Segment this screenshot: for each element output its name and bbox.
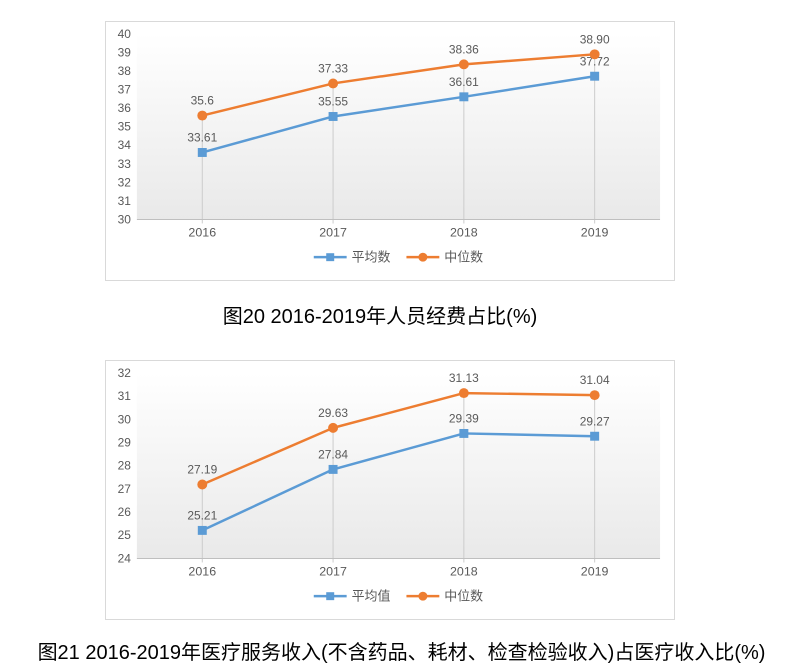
y-axis-tick-label: 30 bbox=[118, 212, 132, 226]
x-axis-tick-label: 2018 bbox=[450, 225, 478, 239]
y-axis-tick-label: 31 bbox=[118, 389, 132, 403]
y-axis-tick-label: 36 bbox=[118, 101, 132, 115]
data-point-label: 25.21 bbox=[187, 509, 217, 523]
legend-marker bbox=[418, 591, 428, 601]
data-point-marker bbox=[328, 464, 338, 474]
series-line bbox=[201, 53, 596, 117]
data-point-label: 31.13 bbox=[449, 371, 479, 385]
data-point-marker bbox=[197, 479, 208, 490]
legend-marker bbox=[326, 253, 335, 262]
data-point-label: 33.61 bbox=[187, 131, 217, 145]
y-axis-tick-label: 27 bbox=[118, 482, 132, 496]
y-axis-tick-label: 33 bbox=[118, 157, 132, 171]
data-point-marker bbox=[590, 431, 600, 441]
data-point-marker bbox=[328, 112, 338, 121]
data-point-label: 29.27 bbox=[580, 414, 610, 428]
legend-label: 平均值 bbox=[352, 589, 391, 604]
data-point-label: 29.39 bbox=[449, 412, 479, 426]
series-line bbox=[201, 432, 596, 532]
y-axis-tick-label: 35 bbox=[118, 120, 132, 134]
figure-20-caption: 图20 2016-2019年人员经费占比(%) bbox=[222, 306, 538, 328]
line-chart-personnel-expense: 40 39 38 37 36 35 34 33 32 31 30 2016 2017 2018 2019 33… bbox=[118, 27, 661, 265]
legend-item: 中位数 bbox=[406, 589, 483, 604]
x-axis-tick-label: 2017 bbox=[319, 564, 347, 578]
legend-item: 中位数 bbox=[406, 250, 483, 265]
legend-marker bbox=[418, 252, 428, 262]
chart-figure-personnel-expense: 40 39 38 37 36 35 34 33 32 31 30 2016 2017 2018 2019 33… bbox=[105, 21, 675, 281]
plot-area bbox=[136, 33, 661, 220]
data-point-marker bbox=[459, 92, 469, 102]
data-point-marker bbox=[458, 59, 469, 70]
data-point-label: 35.6 bbox=[191, 94, 215, 108]
x-axis-tick-label: 2018 bbox=[450, 564, 478, 578]
data-point-marker bbox=[589, 390, 600, 401]
legend-item: 平均值 bbox=[313, 589, 391, 604]
chart-figure-medical-service-income: 32 31 30 29 28 27 26 25 24 2016 2017 2018 2019 25.21 2… bbox=[105, 360, 675, 620]
y-axis-tick-label: 32 bbox=[118, 366, 132, 380]
data-point-marker bbox=[197, 148, 207, 157]
data-point-label: 27.84 bbox=[318, 448, 348, 462]
data-point-label: 38.90 bbox=[580, 32, 610, 46]
data-point-label: 37.72 bbox=[580, 54, 610, 68]
y-axis-tick-label: 30 bbox=[118, 412, 132, 426]
data-point-label: 27.19 bbox=[187, 463, 217, 477]
y-axis-tick-label: 32 bbox=[118, 175, 132, 189]
y-axis-tick-label: 34 bbox=[118, 138, 132, 152]
y-axis-tick-label: 25 bbox=[118, 528, 132, 542]
y-axis-tick-label: 31 bbox=[118, 194, 132, 208]
x-axis-tick-label: 2019 bbox=[581, 564, 609, 578]
y-axis-tick-label: 39 bbox=[118, 45, 132, 59]
data-point-label: 37.33 bbox=[318, 62, 348, 76]
y-axis-tick-label: 40 bbox=[118, 27, 132, 41]
legend-label: 中位数 bbox=[444, 589, 483, 604]
data-point-label: 35.55 bbox=[318, 95, 348, 109]
data-point-label: 29.63 bbox=[318, 406, 348, 420]
series-line bbox=[201, 74, 596, 154]
legend-marker bbox=[326, 592, 335, 601]
data-point-marker bbox=[590, 71, 600, 81]
line-chart-medical-service-income: 32 31 30 29 28 27 26 25 24 2016 2017 2018 2019 25.21 2… bbox=[118, 366, 661, 604]
figure-21-caption: 图21 2016-2019年医疗服务收入(不含药品、耗材、检查检验收入)占医疗收… bbox=[37, 642, 766, 664]
data-point-marker bbox=[197, 525, 207, 535]
legend-label: 中位数 bbox=[444, 250, 483, 265]
data-point-marker bbox=[458, 388, 469, 399]
legend-item: 平均数 bbox=[313, 250, 391, 265]
x-axis-tick-label: 2017 bbox=[319, 225, 347, 239]
plot-area bbox=[136, 372, 661, 559]
y-axis-tick-label: 38 bbox=[118, 64, 132, 78]
x-axis-tick-label: 2016 bbox=[188, 564, 216, 578]
y-axis-tick-label: 28 bbox=[118, 459, 132, 473]
x-axis-tick-label: 2019 bbox=[581, 225, 609, 239]
data-point-marker bbox=[328, 422, 339, 433]
data-point-marker bbox=[459, 428, 469, 438]
y-axis-tick-label: 37 bbox=[118, 83, 132, 97]
y-axis-tick-label: 26 bbox=[118, 505, 132, 519]
data-point-label: 38.36 bbox=[449, 42, 479, 56]
y-axis-tick-label: 29 bbox=[118, 435, 132, 449]
x-axis-tick-label: 2016 bbox=[188, 225, 216, 239]
data-point-marker bbox=[328, 78, 339, 89]
data-point-label: 36.61 bbox=[449, 75, 479, 89]
series-line bbox=[201, 391, 596, 486]
data-point-marker bbox=[197, 110, 208, 121]
data-point-marker bbox=[589, 49, 600, 60]
y-axis-tick-label: 24 bbox=[118, 551, 132, 565]
data-point-label: 31.04 bbox=[580, 373, 610, 387]
legend-label: 平均数 bbox=[352, 250, 391, 265]
